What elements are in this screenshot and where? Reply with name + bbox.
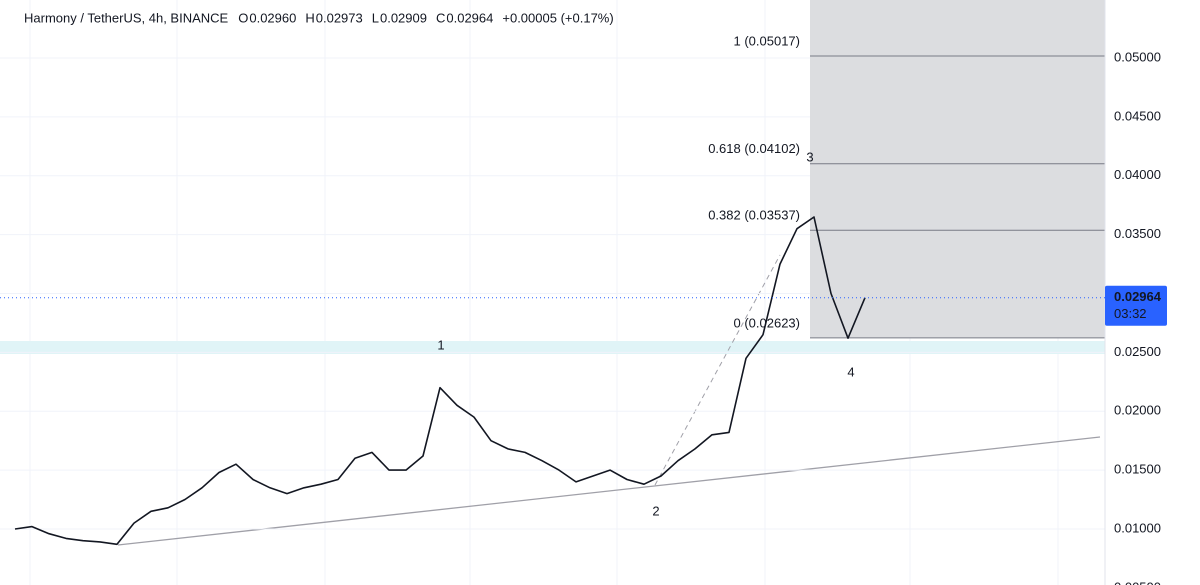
trend-line bbox=[117, 436, 1101, 546]
last-price-box bbox=[1105, 285, 1167, 326]
support-zone bbox=[0, 341, 1105, 354]
ohlc-value: 0.02960 bbox=[249, 10, 296, 25]
ohlc-value: 0.02909 bbox=[380, 10, 427, 25]
y-tick-label: 0.02500 bbox=[1114, 344, 1161, 359]
y-tick-label: 0.04000 bbox=[1114, 167, 1161, 182]
fib-label: 0 (0.02623) bbox=[734, 315, 801, 330]
wave-label: 3 bbox=[806, 149, 813, 164]
y-tick-label: 0.05000 bbox=[1114, 49, 1161, 64]
ohlc-key: H bbox=[305, 10, 314, 25]
y-tick-label: 0.00500 bbox=[1114, 579, 1161, 585]
y-tick-label: 0.02000 bbox=[1114, 403, 1161, 418]
fib-label: 0.618 (0.04102) bbox=[708, 141, 800, 156]
price-change: +0.00005 (+0.17%) bbox=[502, 10, 613, 25]
fib-label: 0.382 (0.03537) bbox=[708, 208, 800, 223]
y-tick-label: 0.03500 bbox=[1114, 226, 1161, 241]
ohlc-value: 0.02964 bbox=[446, 10, 493, 25]
ohlc-key: O bbox=[238, 10, 248, 25]
fib-label: 1 (0.05017) bbox=[734, 33, 801, 48]
fib-area bbox=[810, 0, 1105, 338]
y-tick-label: 0.01500 bbox=[1114, 462, 1161, 477]
symbol-title: Harmony / TetherUS, 4h, BINANCE bbox=[24, 10, 229, 25]
y-tick-label: 0.04500 bbox=[1114, 108, 1161, 123]
wave-label: 4 bbox=[847, 364, 854, 379]
price-line bbox=[14, 216, 866, 546]
header: Harmony / TetherUS, 4h, BINANCE O 0.02960… bbox=[24, 10, 614, 25]
y-tick-label: 0.01000 bbox=[1114, 520, 1161, 535]
ohlc-key: L bbox=[372, 10, 379, 25]
last-price-label: 0.02964 bbox=[1114, 289, 1162, 304]
wave-label: 2 bbox=[652, 503, 659, 518]
ohlc-value: 0.02973 bbox=[316, 10, 363, 25]
countdown: 03:32 bbox=[1114, 306, 1147, 321]
ohlc-key: C bbox=[436, 10, 445, 25]
wave-label: 1 bbox=[437, 337, 444, 352]
